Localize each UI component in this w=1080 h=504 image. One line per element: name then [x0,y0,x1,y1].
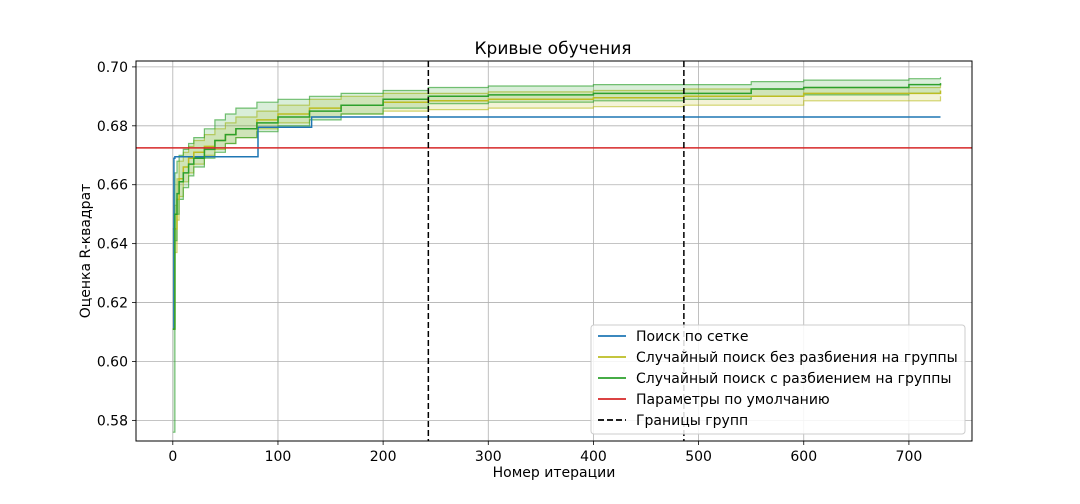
x-tick-label: 200 [370,449,397,465]
x-tick-label: 500 [685,449,712,465]
x-tick-label: 600 [790,449,817,465]
chart-title: Кривые обучения [474,39,631,59]
legend-label: Случайный поиск без разбиения на группы [636,350,958,366]
confidence-band [172,77,941,433]
legend: Поиск по сетке Случайный поиск без разбие… [590,324,966,435]
legend-label: Границы групп [636,413,748,429]
x-tick-label: 300 [475,449,502,465]
y-axis-label: Оценка R-квадрат [78,184,94,319]
y-tick-label: 0.60 [97,354,128,370]
y-tick-label: 0.68 [97,119,128,135]
x-tick-label: 100 [265,449,292,465]
y-tick-label: 0.62 [97,296,128,312]
band-upper-line [172,77,942,230]
legend-label: Параметры по умолчанию [636,392,830,408]
series-lines [136,61,972,441]
y-tick-label: 0.66 [97,178,128,194]
confidence-bands [172,77,942,433]
series-line [172,83,942,330]
x-axis-label: Номер итерации [493,465,616,481]
y-tick-label: 0.70 [97,60,128,76]
x-tick-label: 0 [168,449,177,465]
plot-frame [135,60,973,442]
x-tick-label: 700 [896,449,923,465]
legend-label: Случайный поиск с разбиением на группы [636,371,952,387]
axis-ticks: 0 100 200 300 400 500 600 700 0.58 0.60 0.62 0.64 0.… [97,60,922,465]
y-tick-label: 0.58 [97,413,128,429]
y-tick-label: 0.64 [97,237,128,253]
legend-label: Поиск по сетке [636,329,749,345]
series-line [172,116,941,330]
x-tick-label: 400 [580,449,607,465]
legend-box [590,324,966,435]
band-upper-line [172,84,942,330]
